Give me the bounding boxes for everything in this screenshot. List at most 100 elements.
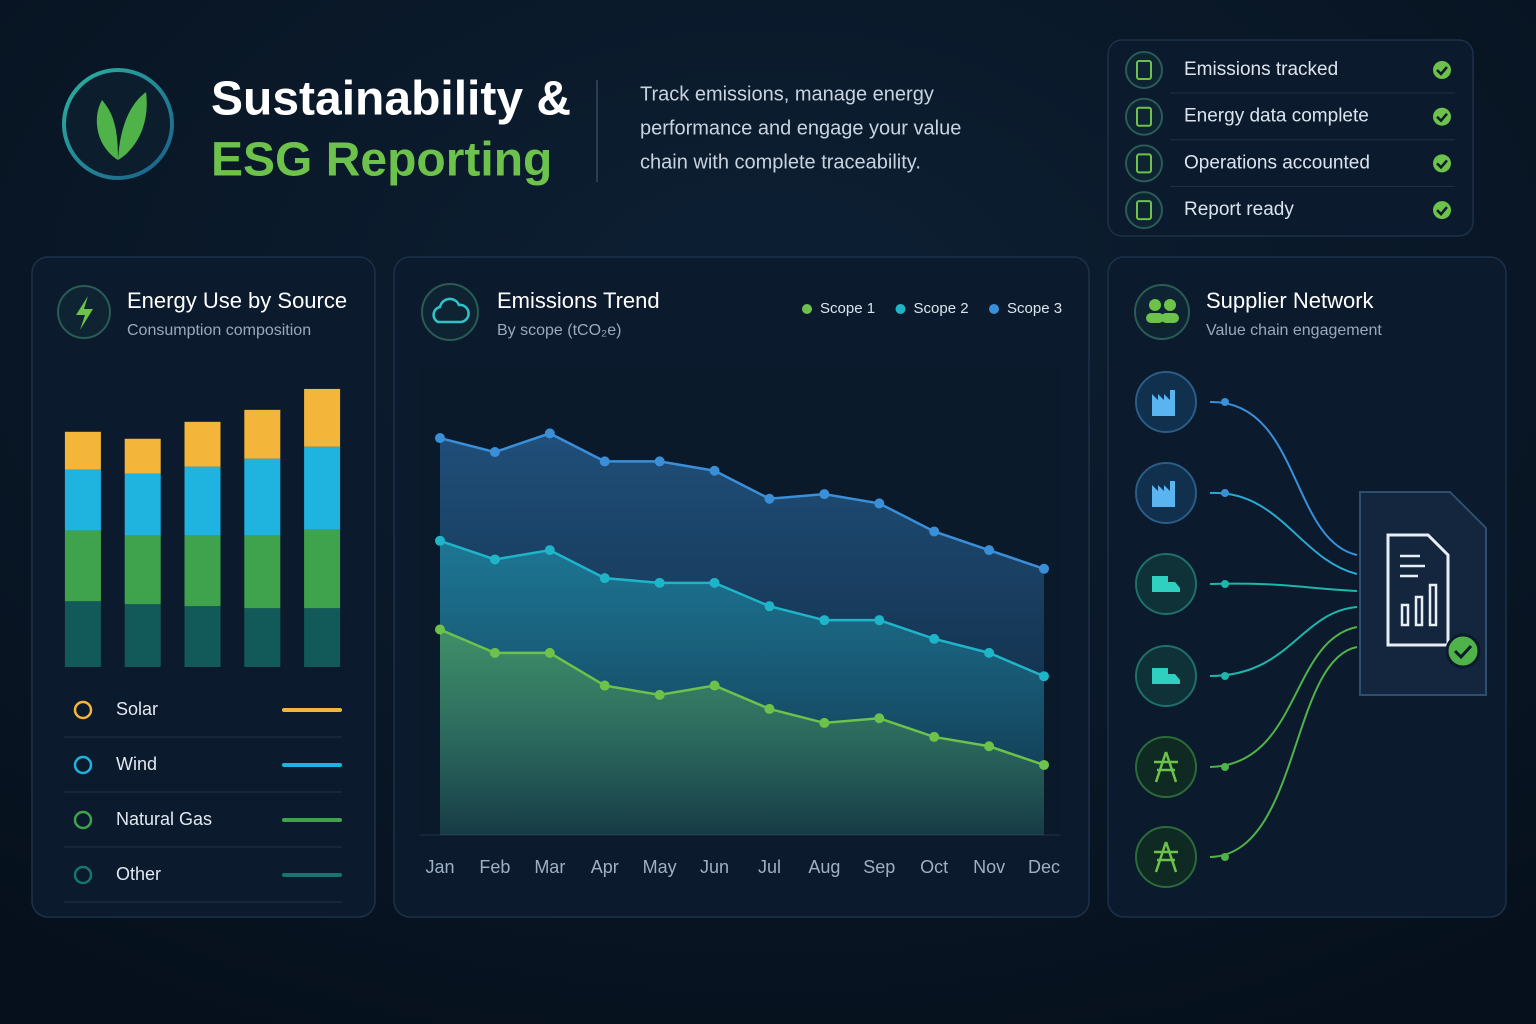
point — [489, 447, 500, 458]
x-tick-label: Jun — [700, 857, 729, 877]
legend-label: Wind — [116, 754, 157, 774]
title: Sustainability & — [211, 73, 571, 126]
description: chain with complete traceability. — [640, 151, 921, 173]
point — [874, 713, 885, 724]
bar-segment — [184, 535, 221, 607]
x-tick-label: Nov — [973, 857, 1005, 877]
point — [709, 577, 720, 588]
check-mark — [1433, 61, 1451, 79]
bar-segment — [184, 466, 221, 536]
check-mark — [1433, 201, 1451, 220]
point — [544, 428, 555, 439]
point — [984, 741, 995, 752]
network-links — [1209, 400, 1358, 858]
point — [984, 545, 995, 556]
check-icon — [1125, 51, 1163, 89]
supplier-nodes — [1135, 371, 1229, 888]
check-icon — [1125, 191, 1163, 230]
x-tick-label: Jan — [425, 857, 454, 877]
bar-segment — [304, 529, 341, 609]
bar-segment — [304, 388, 341, 447]
point — [489, 647, 500, 658]
panel-title: Emissions Trend — [497, 288, 660, 313]
description: Track emissions, manage energy — [640, 83, 934, 105]
panel-title: Supplier Network — [1206, 288, 1375, 313]
emissions-icon — [421, 283, 479, 341]
point — [599, 573, 610, 584]
legend-label: Other — [116, 864, 161, 884]
bar-segment — [304, 608, 341, 667]
point — [599, 456, 610, 467]
point — [435, 624, 445, 635]
check-icon — [1125, 144, 1163, 183]
point — [874, 498, 885, 509]
legend-label: Scope 1 — [820, 300, 875, 317]
check-tick — [1436, 206, 1448, 216]
x-tick-label: Dec — [1028, 857, 1060, 877]
bar-segment — [64, 469, 101, 531]
line — [439, 432, 1045, 570]
point — [654, 456, 665, 467]
point — [709, 465, 720, 476]
legend-dot — [895, 304, 906, 314]
point — [764, 703, 775, 714]
line — [439, 539, 1045, 678]
bar-segment — [64, 601, 101, 667]
check-tick — [1436, 159, 1448, 170]
bar-segment — [64, 431, 101, 470]
people — [1146, 299, 1179, 323]
point — [654, 577, 665, 588]
bar-segment — [184, 421, 221, 467]
x-tick-label: May — [643, 857, 677, 877]
doc-glyph — [1136, 60, 1152, 80]
check-label: Report ready — [1184, 199, 1294, 220]
point — [819, 615, 830, 626]
bar-segment — [64, 530, 101, 602]
doc-glyph — [1136, 153, 1152, 174]
legend-icon — [73, 865, 93, 885]
panel-subtitle: Value chain engagement — [1206, 322, 1382, 339]
point — [819, 717, 830, 728]
doc-glyph — [1136, 200, 1152, 221]
check-tick — [1436, 66, 1448, 76]
point — [1039, 759, 1049, 770]
bar-segment — [124, 438, 161, 474]
supplier-icon — [1134, 284, 1190, 340]
legend-dot — [802, 304, 812, 314]
point — [435, 535, 445, 546]
point — [929, 526, 940, 537]
check-tick — [1436, 112, 1448, 123]
point — [929, 731, 940, 742]
point — [929, 633, 940, 644]
x-tick-label: Apr — [591, 857, 619, 877]
bar-segment — [244, 458, 281, 536]
report-document — [1359, 491, 1487, 696]
check-label: Energy data complete — [1184, 106, 1369, 127]
check-label: Operations accounted — [1184, 152, 1370, 173]
x-tick-label: Mar — [534, 857, 565, 877]
legend-label: Natural Gas — [116, 809, 212, 829]
x-tick-label: Feb — [479, 857, 510, 877]
legend-label: Solar — [116, 699, 158, 719]
point — [874, 615, 885, 626]
x-tick-label: Oct — [920, 857, 948, 877]
point — [1039, 671, 1049, 682]
x-tick-label: Sep — [863, 857, 895, 877]
point — [544, 647, 555, 658]
title: ESG Reporting — [211, 134, 552, 187]
point — [764, 493, 775, 504]
point — [984, 647, 995, 658]
check-mark — [1433, 154, 1451, 173]
x-tick-label: Jul — [758, 857, 781, 877]
legend-label: Scope 3 — [1007, 300, 1062, 317]
point — [599, 680, 610, 691]
legend-icon — [73, 700, 93, 720]
logo — [62, 68, 174, 180]
point — [544, 545, 555, 556]
point — [1039, 563, 1049, 574]
cloud — [432, 297, 470, 324]
logo-leaf — [96, 92, 147, 160]
panel-subtitle: By scope (tCO₂e) — [497, 322, 621, 339]
bar-segment — [244, 535, 281, 609]
